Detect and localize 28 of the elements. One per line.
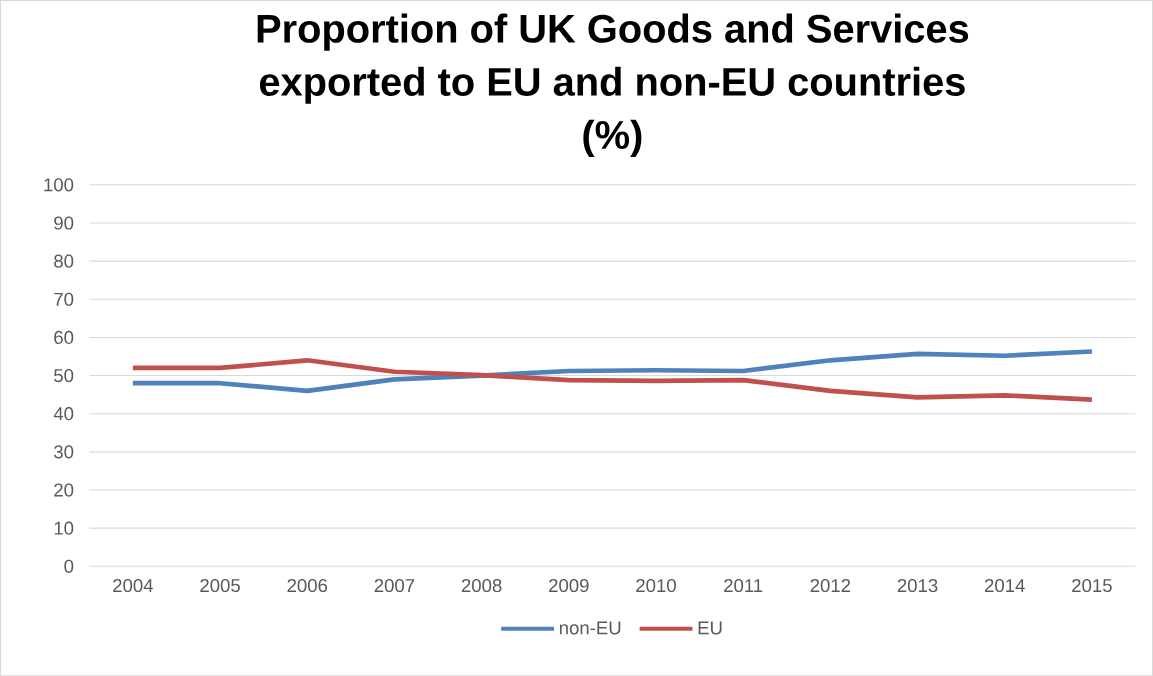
x-tick-label: 2005 [200, 578, 240, 592]
y-tick-label: 100 [44, 178, 74, 192]
line-series [130, 357, 1095, 402]
y-tick-label: 30 [54, 445, 74, 459]
legend-label: EU [698, 621, 722, 635]
line-series [130, 349, 1095, 393]
x-tick-label: 2014 [984, 578, 1025, 592]
y-tick-label: 70 [54, 292, 74, 306]
x-tick-label: 2015 [1072, 578, 1112, 592]
x-tick-label: 2012 [810, 578, 851, 592]
x-tick-label: 2004 [113, 578, 153, 592]
x-tick-label: 2010 [636, 578, 676, 592]
y-tick-label: 10 [54, 521, 74, 535]
x-tick-label: 2007 [374, 578, 415, 592]
x-tick-label: 2013 [897, 578, 938, 592]
legend-label: non-EU [559, 621, 621, 635]
y-tick-label: 0 [64, 559, 74, 573]
chart-title: Proportion of UK Goods and Services exported to EU and non-EU countries (%) [257, 13, 969, 157]
x-tick-label: 2009 [549, 578, 589, 592]
y-tick-label: 60 [54, 330, 74, 344]
x-tick-label: 2008 [461, 578, 502, 592]
y-tick-label: 50 [54, 368, 74, 382]
x-tick-label: 2011 [724, 578, 763, 592]
y-tick-label: 40 [53, 406, 74, 421]
y-tick-label: 20 [54, 483, 74, 497]
x-tick-label: 2006 [287, 578, 328, 592]
y-tick-label: 90 [54, 216, 74, 230]
y-tick-label: 80 [54, 254, 74, 268]
